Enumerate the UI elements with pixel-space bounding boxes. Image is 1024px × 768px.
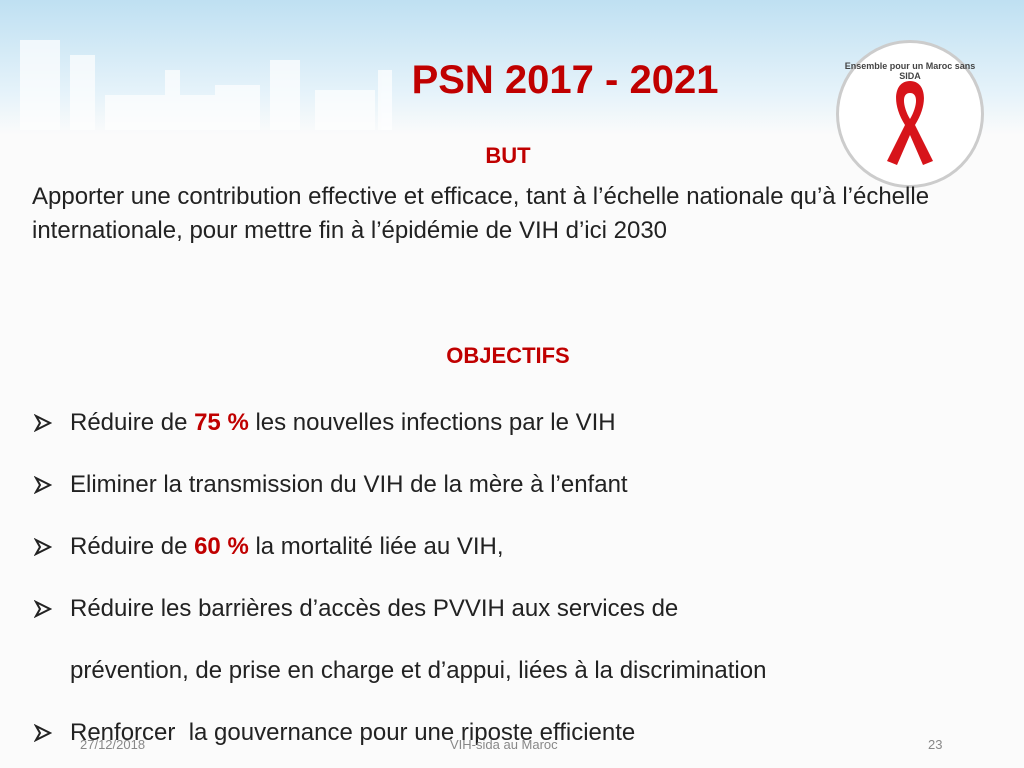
bullet-arrow	[33, 578, 70, 640]
goal-text: Apporter une contribution effective et e…	[32, 183, 930, 244]
text-segment: 75 %	[194, 409, 249, 436]
objective-text: prévention, de prise en charge et d’appu…	[70, 640, 766, 702]
objective-line: Réduire les barrières d’accès des PVVIH …	[33, 578, 1014, 640]
text-segment: prévention, de prise en charge et d’appu…	[70, 657, 767, 684]
objectives-list: Réduire de 75 % les nouvelles infections…	[33, 392, 1014, 764]
footer-center: VIH-sida au Maroc	[450, 737, 558, 752]
footer-date: 27/12/2018	[80, 737, 146, 752]
ribbon	[887, 81, 933, 165]
bullet-arrow	[33, 702, 70, 764]
text-segment: 60 %	[194, 533, 249, 560]
objective-line: Eliminer la transmission du VIH de la mè…	[33, 454, 1014, 516]
objective-text: Renforcer la gouvernance pour une ripost…	[70, 702, 635, 764]
footer-page: 23	[928, 737, 943, 752]
text-segment: la mortalité liée au VIH,	[248, 533, 504, 560]
text-segment: Réduire les barrières d’accès des PVVIH …	[70, 595, 679, 622]
skyline	[20, 40, 392, 130]
bullet-arrow	[33, 516, 70, 578]
text-segment: les nouvelles infections par le VIH	[248, 409, 616, 436]
text-segment: Réduire de	[70, 409, 195, 436]
goal-heading: BUT	[485, 143, 531, 168]
logo: Ensemble pour un Maroc sans SIDA	[836, 40, 984, 188]
logo-text: Ensemble pour un Maroc sans SIDA	[844, 61, 976, 81]
objective-text: Réduire de 75 % les nouvelles infections…	[70, 392, 616, 454]
text-segment: Renforcer la gouvernance pour une ripost…	[70, 719, 636, 746]
bullet-arrow	[33, 454, 70, 516]
bullet-arrow	[34, 640, 70, 702]
objective-line: prévention, de prise en charge et d’appu…	[34, 640, 1014, 702]
objective-text: Réduire les barrières d’accès des PVVIH …	[70, 578, 678, 640]
objective-text: Eliminer la transmission du VIH de la mè…	[70, 454, 628, 516]
text-segment: Réduire de	[70, 533, 195, 560]
bullet-arrow	[33, 392, 70, 454]
objective-line: Réduire de 75 % les nouvelles infections…	[33, 392, 1014, 454]
text-segment: Eliminer la transmission du VIH de la mè…	[70, 471, 628, 498]
objective-line: Renforcer la gouvernance pour une ripost…	[33, 702, 1014, 764]
objective-text: Réduire de 60 % la mortalité liée au VIH…	[70, 516, 504, 578]
objectives-heading: OBJECTIFS	[446, 343, 570, 368]
title: PSN 2017 - 2021	[411, 58, 719, 102]
objective-line: Réduire de 60 % la mortalité liée au VIH…	[33, 516, 1014, 578]
